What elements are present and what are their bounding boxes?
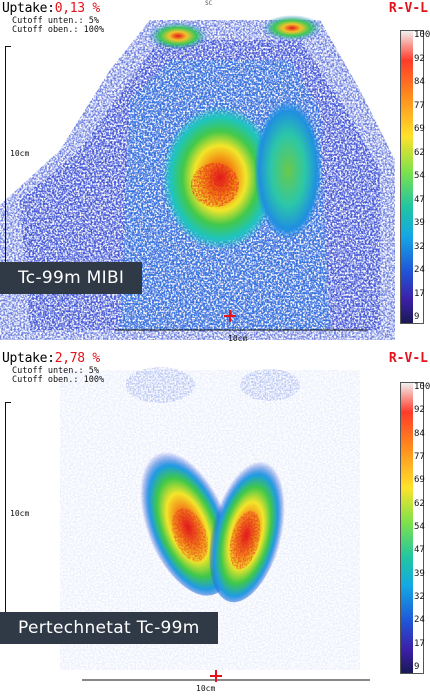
vertical-ruler-label: 10cm xyxy=(10,149,30,158)
uptake-label: Uptake: xyxy=(2,1,55,16)
scale-tick-label: 100 xyxy=(414,382,430,392)
scale-tick-label: 32 xyxy=(414,241,425,252)
horizontal-scale-label: 10cm xyxy=(196,684,216,693)
cutoff-lower: Cutoff unten.: 5% xyxy=(12,16,99,26)
scale-tick-label: 17 xyxy=(414,288,425,299)
scan-panel-mibi: Uptake:0,13 % SC Cutoff unten.: 5% Cutof… xyxy=(0,0,430,343)
scale-tick-label: 100 xyxy=(414,30,430,40)
caption-pertechnetat: Pertechnetat Tc-99m xyxy=(0,612,218,644)
horizontal-scale-label: 10cm xyxy=(228,334,248,343)
color-scale-bar xyxy=(400,30,424,324)
cutoff-lower: Cutoff unten.: 5% xyxy=(12,366,99,376)
orientation-label: R-V-L xyxy=(388,1,428,16)
scale-tick-label: 24 xyxy=(414,615,425,626)
scale-tick-label: 54 xyxy=(414,171,425,181)
scale-tick-label: 62 xyxy=(414,147,425,158)
scale-tick-label: 69 xyxy=(414,475,425,486)
vertical-ruler xyxy=(5,402,12,644)
sc-label: SC xyxy=(205,0,213,7)
caption-mibi: Tc-99m MIBI xyxy=(0,262,143,294)
color-scale-bar xyxy=(400,382,424,674)
orientation-label: R-V-L xyxy=(388,351,428,366)
pertechnetat-scintigraphy-image xyxy=(60,367,370,681)
cutoff-upper: Cutoff oben.: 100% xyxy=(12,375,105,385)
uptake-readout: Uptake:0,13 % xyxy=(2,1,100,16)
position-marker-icon xyxy=(224,310,236,322)
cutoff-upper: Cutoff oben.: 100% xyxy=(12,25,105,35)
uptake-value: 0,13 % xyxy=(54,1,100,16)
scale-tick-label: 54 xyxy=(414,522,425,532)
uptake-value: 2,78 % xyxy=(54,351,100,366)
scale-tick-label: 69 xyxy=(414,124,425,134)
scale-tick-label: 77 xyxy=(414,100,425,111)
vertical-ruler-label: 10cm xyxy=(10,509,30,518)
scan-panel-pertechnetat: Uptake:2,78 % Cutoff unten.: 5% Cutoff o… xyxy=(0,350,430,700)
scale-tick-label: 39 xyxy=(414,568,425,579)
vertical-ruler xyxy=(5,46,12,288)
scale-tick-label: 77 xyxy=(414,452,425,462)
scale-tick-label: 62 xyxy=(414,498,425,509)
scale-tick-label: 47 xyxy=(414,194,425,205)
scale-tick-label: 92 xyxy=(414,53,425,64)
mibi-scintigraphy-image xyxy=(0,15,395,340)
scale-tick-label: 17 xyxy=(414,638,425,649)
scale-tick-label: 39 xyxy=(414,218,425,228)
position-marker-icon xyxy=(210,670,222,682)
scale-tick-label: 24 xyxy=(414,265,425,275)
uptake-label: Uptake: xyxy=(2,351,55,366)
uptake-readout: Uptake:2,78 % xyxy=(2,351,100,366)
scale-tick-label: 9 xyxy=(414,312,420,322)
scale-tick-label: 32 xyxy=(414,592,425,602)
scale-tick-label: 84 xyxy=(414,77,425,87)
scale-tick-label: 47 xyxy=(414,545,425,556)
scale-tick-label: 84 xyxy=(414,428,425,439)
scale-tick-label: 9 xyxy=(414,662,420,672)
scale-tick-label: 92 xyxy=(414,405,425,416)
